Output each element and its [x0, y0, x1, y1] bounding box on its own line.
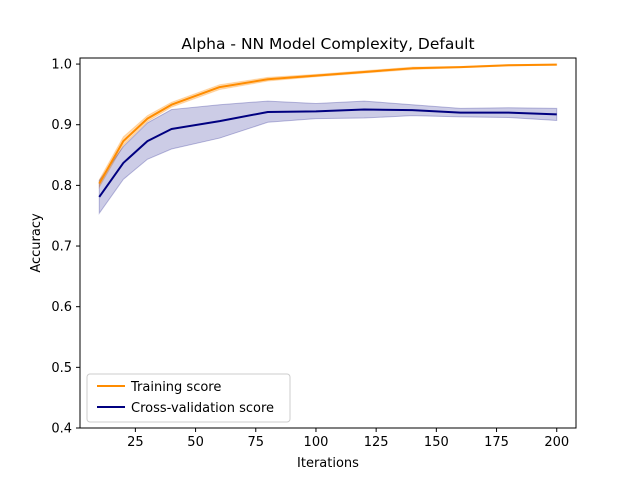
line-training-score — [98, 63, 557, 185]
x-tick-label: 25 — [127, 435, 144, 450]
x-tick-label: 200 — [544, 435, 569, 450]
x-axis-ticks: 25 50 75 100 125 150 175 200 — [127, 428, 569, 450]
y-axis-ticks: 0.4 0.5 0.6 0.7 0.8 0.9 1.0 — [51, 58, 80, 437]
series-lines — [98, 63, 557, 198]
chart-title: Alpha - NN Model Complexity, Default — [181, 35, 474, 53]
y-tick-label: 0.5 — [51, 361, 72, 376]
y-tick-label: 0.8 — [51, 179, 72, 194]
x-tick-label: 100 — [304, 435, 329, 450]
legend-label-cross-validation: Cross-validation score — [131, 401, 274, 416]
x-tick-label: 50 — [187, 435, 204, 450]
band-cross-validation-score — [98, 100, 558, 215]
y-tick-label: 0.4 — [51, 422, 72, 437]
line-cross-validation-score — [98, 108, 557, 198]
legend-box — [86, 373, 291, 423]
y-tick-label: 0.9 — [51, 118, 72, 133]
legend: Training score Cross-validation score — [86, 373, 291, 423]
y-axis-label: Accuracy — [29, 213, 44, 273]
x-tick-label: 75 — [247, 435, 264, 450]
y-tick-label: 0.7 — [51, 240, 72, 255]
y-tick-label: 0.6 — [51, 300, 72, 315]
plot-frame — [79, 57, 577, 429]
x-tick-label: 125 — [364, 435, 389, 450]
x-axis-label: Iterations — [297, 456, 359, 471]
legend-label-training: Training score — [130, 380, 221, 395]
x-tick-label: 175 — [484, 435, 509, 450]
x-tick-label: 150 — [424, 435, 449, 450]
y-tick-label: 1.0 — [51, 58, 72, 73]
